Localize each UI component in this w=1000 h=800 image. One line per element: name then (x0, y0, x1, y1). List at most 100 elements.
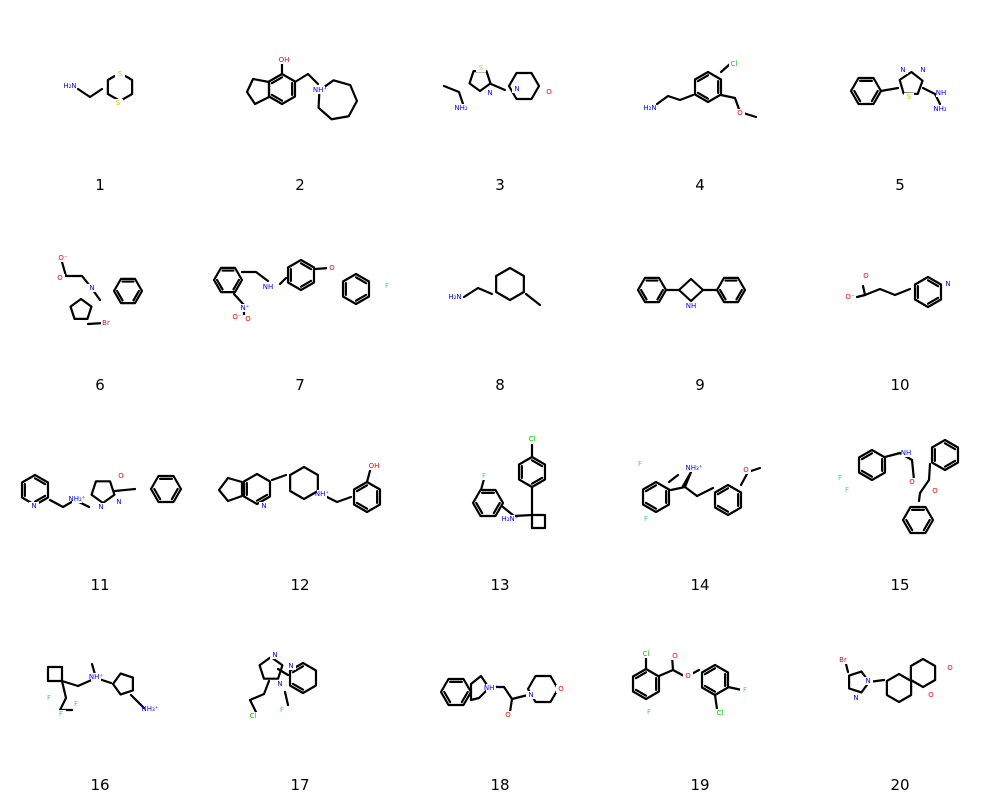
bond (355, 501, 369, 510)
atom-label-background (842, 486, 852, 494)
bond (530, 513, 547, 530)
atom-label-background (270, 651, 280, 659)
atom-label-background (503, 711, 513, 719)
bond (510, 693, 530, 701)
molecule-legend: 11 (90, 576, 110, 594)
bond (739, 470, 750, 487)
molecule-cell: Br N N O O 20 (800, 600, 1000, 800)
bond (716, 487, 730, 496)
molecule-structure: Cl F H₂N⁺ (471, 435, 547, 530)
bond (299, 262, 313, 271)
bond (719, 62, 732, 74)
bond (299, 279, 313, 288)
atom-label: F (280, 706, 284, 714)
atom-label: N (277, 680, 282, 688)
molecule-structure: O⁻ O N Br (55, 254, 144, 327)
atom-label-background (115, 70, 125, 78)
molecule-legend: 5 (895, 176, 905, 194)
atom-label-background (741, 466, 751, 474)
atom-label-background (486, 684, 496, 692)
molecule-cell: N N N Cl F 17 (200, 600, 400, 800)
atom-label: F (838, 474, 842, 482)
atom-label: F (845, 486, 849, 494)
bond (132, 289, 141, 302)
atom-label: N (853, 694, 858, 702)
molecule-cell: NH N⁺ O O⁻ O F 7 (200, 200, 400, 400)
atom-label: N (31, 502, 36, 510)
bond (848, 670, 871, 694)
bond (76, 87, 104, 99)
bond (883, 451, 902, 459)
bond (508, 697, 514, 714)
atom-label: N⁺ (241, 304, 250, 312)
molecule-structure: O O⁻ N (845, 272, 953, 309)
bond (60, 260, 68, 278)
bond (530, 476, 544, 485)
atom-label-background (918, 66, 928, 74)
bond (898, 70, 924, 96)
atom-label-background (56, 710, 66, 718)
bond (657, 668, 675, 678)
atom-label: H₂N (448, 293, 461, 301)
bond (713, 693, 719, 711)
bond (471, 488, 505, 518)
atom-label-background (58, 254, 68, 262)
atom-label: O (932, 487, 938, 495)
atom-label: O (546, 88, 552, 96)
atom-label-background (263, 283, 273, 291)
atom-label: F (59, 710, 63, 718)
bond (489, 82, 507, 92)
atom-label: O (118, 472, 124, 480)
atom-label: O (329, 264, 335, 272)
atom-label-background (936, 89, 946, 97)
molecule-cell: F F NH O O 15 (800, 400, 1000, 600)
atom-label-background (317, 490, 327, 498)
atom-label-background (644, 708, 654, 716)
atom-label-background (735, 109, 745, 117)
atom-label: Cl (731, 60, 738, 68)
bond (703, 684, 717, 693)
molecule-legend: 15 (890, 576, 910, 594)
bond (905, 518, 914, 532)
molecule-structure: FF NH O O (835, 438, 960, 535)
bond (149, 474, 183, 504)
bond (910, 458, 916, 482)
bond (48, 498, 91, 509)
bond (64, 274, 92, 288)
bond (469, 674, 491, 702)
molecule-structure: N N N Cl F (248, 651, 318, 720)
atom-label-background (851, 694, 861, 702)
atom-label-background (369, 462, 379, 470)
atom-label-background (641, 515, 651, 523)
bond (922, 518, 931, 532)
atom-label-background (65, 82, 75, 90)
bond (696, 74, 710, 83)
bond (242, 472, 272, 506)
molecule-cell: N NH₂⁺ N O N 11 (0, 400, 200, 600)
bond (129, 693, 146, 710)
bond (495, 266, 525, 302)
bond (669, 470, 693, 492)
bond (217, 476, 244, 503)
atom-label: S (907, 93, 912, 101)
atom-label-background (930, 487, 940, 495)
atom-label: O (863, 272, 869, 280)
atom-label-background (901, 449, 911, 457)
bond (656, 288, 665, 301)
atom-label-background (248, 712, 258, 720)
bond (715, 276, 747, 304)
molecule-legend: 7 (295, 376, 305, 394)
bond (735, 288, 744, 301)
molecule-cell: H₂N 8 (400, 200, 600, 400)
molecule-cell: OH NH⁺ N 12 (200, 400, 400, 600)
atom-label-background (838, 656, 848, 664)
atom-label-background (945, 664, 955, 672)
molecule-structure: Cl H₂N O (643, 60, 758, 119)
bond (718, 288, 727, 301)
molecule-structure: S N N O NH₂ (442, 64, 554, 112)
atom-label-background (382, 282, 392, 290)
molecule-structure: N NH₂⁺ N O N (20, 472, 183, 511)
bond (293, 72, 320, 86)
atom-label: H₂N (63, 82, 76, 90)
atom-label: Br (839, 656, 847, 664)
